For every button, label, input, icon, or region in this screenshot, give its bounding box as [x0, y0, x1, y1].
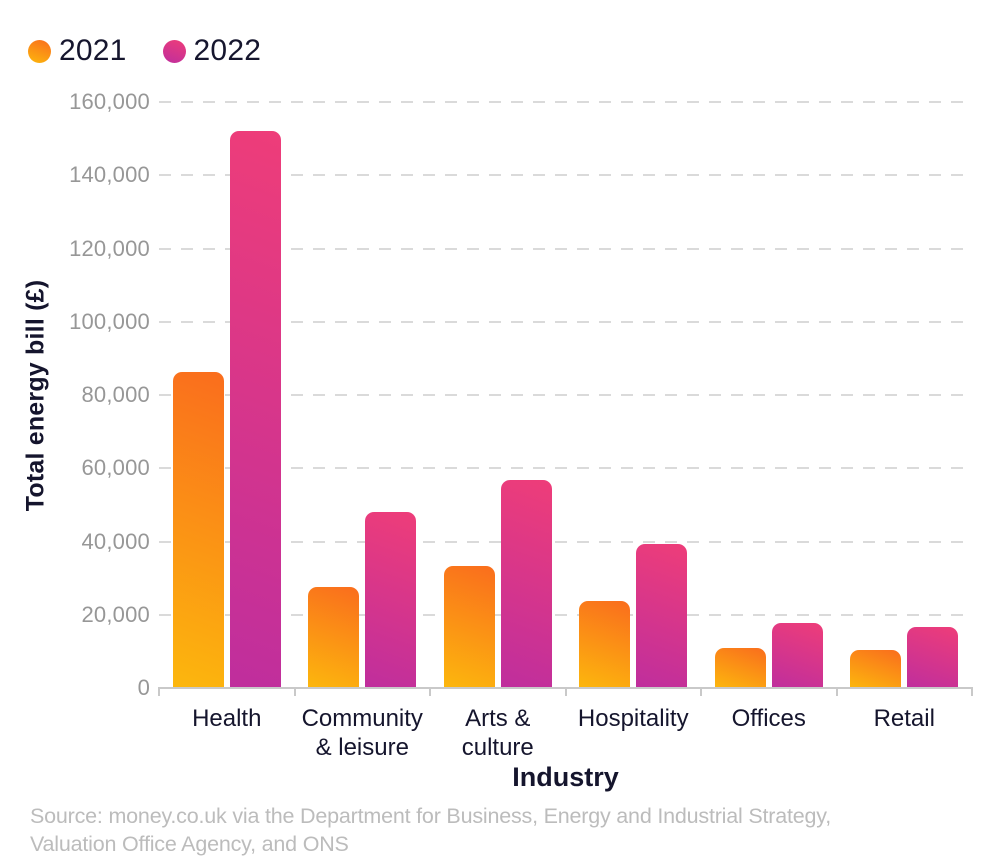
bar-2021-arts-culture	[443, 566, 495, 688]
legend-item-2022: 2022	[162, 34, 262, 68]
gridline-80000	[159, 394, 972, 396]
x-tick-label-line: Community	[301, 705, 423, 732]
x-tick-label-community-leisure: Community & leisure	[287, 704, 437, 762]
x-tick-label-hospitality: Hospitality	[558, 704, 708, 733]
gridline-20000	[159, 613, 972, 616]
legend-item-2021: 2021	[28, 34, 127, 68]
x-axis-tick	[293, 687, 296, 696]
y-tick-label-40000: 40,000	[81, 528, 150, 554]
x-tick-label-line: Arts &	[465, 705, 531, 732]
source-line-1: Source: money.co.uk via the Department f…	[30, 804, 832, 828]
x-tick-label-line: Offices	[731, 705, 806, 732]
y-tick-label-160000: 160,000	[69, 89, 150, 114]
y-tick-label-120000: 120,000	[69, 235, 150, 261]
gridline-140000	[159, 174, 972, 177]
bar-2021-offices	[714, 648, 766, 688]
bar-2022-hospitality	[636, 544, 688, 688]
bar-2021-health	[172, 371, 224, 688]
source-attribution: Source: money.co.uk via the Department f…	[30, 802, 831, 858]
y-tick-label-60000: 60,000	[81, 455, 150, 481]
x-tick-label-health: Health	[152, 704, 302, 733]
legend-label-2022: 2022	[193, 34, 262, 67]
y-tick-label-20000: 20,000	[81, 601, 150, 627]
x-axis-tick	[971, 687, 973, 696]
x-tick-label-line: & leisure	[315, 734, 409, 761]
x-tick-label-line: Hospitality	[577, 705, 689, 732]
gridline-40000	[159, 540, 972, 543]
x-axis-tick	[564, 687, 567, 696]
y-tick-label-80000: 80,000	[81, 382, 150, 407]
legend-swatch-2021-icon	[28, 39, 51, 63]
x-tick-label-line: culture	[461, 734, 534, 761]
x-tick-label-line: Health	[192, 705, 262, 732]
y-tick-label-100000: 100,000	[69, 308, 150, 334]
bar-2022-community-leisure	[365, 512, 417, 688]
y-tick-label-0: 0	[137, 675, 150, 700]
x-tick-label-arts-culture: Arts & culture	[423, 704, 573, 762]
bar-2021-community-leisure	[308, 587, 360, 688]
x-axis-tick	[835, 687, 838, 696]
bar-2022-offices	[771, 623, 823, 688]
chart-legend: 2021 2022	[28, 34, 261, 68]
x-axis-tick	[429, 687, 431, 696]
legend-label-2021: 2021	[59, 34, 127, 67]
bar-2022-health	[229, 131, 281, 688]
source-line-2: Valuation Office Agency, and ONS	[30, 832, 349, 856]
bar-2021-hospitality	[579, 601, 631, 688]
x-axis-tick	[700, 687, 702, 696]
gridline-100000	[159, 320, 972, 323]
legend-swatch-2022-icon	[162, 39, 186, 63]
x-tick-label-line: Retail	[873, 705, 935, 732]
x-axis-title: Industry	[512, 762, 619, 792]
gridline-120000	[159, 247, 972, 250]
y-tick-label-140000: 140,000	[69, 162, 150, 188]
gridline-160000	[159, 101, 972, 103]
gridline-60000	[159, 467, 972, 470]
x-axis-tick	[158, 687, 160, 696]
bar-2022-arts-culture	[500, 480, 552, 688]
x-tick-label-retail: Retail	[829, 704, 979, 733]
bar-2021-retail	[850, 649, 902, 688]
bar-2022-retail	[907, 626, 959, 688]
x-tick-label-offices: Offices	[694, 704, 844, 733]
